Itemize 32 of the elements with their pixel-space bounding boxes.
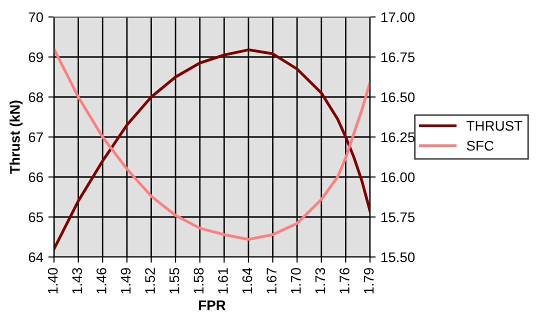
x-tick-label: 1.67 (266, 268, 276, 294)
x-tick-label: 1.73 (315, 268, 326, 294)
y-tick-label: 70 (28, 12, 44, 22)
y-tick-label: 67 (28, 132, 43, 142)
y-tick-label: 64 (28, 252, 44, 262)
x-tick-label: 1.76 (340, 268, 350, 294)
x-tick-label: 1.64 (242, 268, 252, 294)
x-tick-label: 1.79 (364, 268, 374, 294)
y-axis-title: Thrust (kN) (10, 100, 23, 174)
y2-tick-label: 16.25 (381, 132, 415, 142)
y2-tick-label: 17.00 (381, 12, 415, 22)
y-tick-label: 66 (28, 172, 43, 182)
y2-tick-label: 16.00 (381, 172, 415, 182)
x-tick-label: 1.61 (218, 268, 228, 294)
legend-label: THRUST (466, 120, 522, 131)
y2-tick-label: 15.75 (381, 212, 415, 222)
x-tick-label: 1.58 (194, 268, 204, 294)
y-tick-label: 69 (28, 52, 43, 62)
y2-tick-label: 16.75 (381, 52, 415, 62)
y2-tick-label: 16.50 (381, 92, 415, 102)
y-tick-label: 68 (28, 92, 43, 102)
y-tick-label: 65 (28, 212, 44, 222)
x-tick-label: 1.55 (170, 268, 180, 294)
x-tick-label: 1.40 (48, 268, 58, 294)
x-axis-title: FPR (199, 300, 226, 310)
legend-label: SFC (466, 140, 494, 151)
x-tick-label: 1.49 (120, 268, 131, 294)
x-tick-label: 1.52 (145, 268, 155, 294)
x-tick-label: 1.46 (96, 268, 106, 294)
x-tick-label: 1.43 (72, 268, 82, 294)
x-tick-label: 1.70 (290, 268, 301, 294)
y2-tick-label: 15.50 (381, 252, 415, 262)
